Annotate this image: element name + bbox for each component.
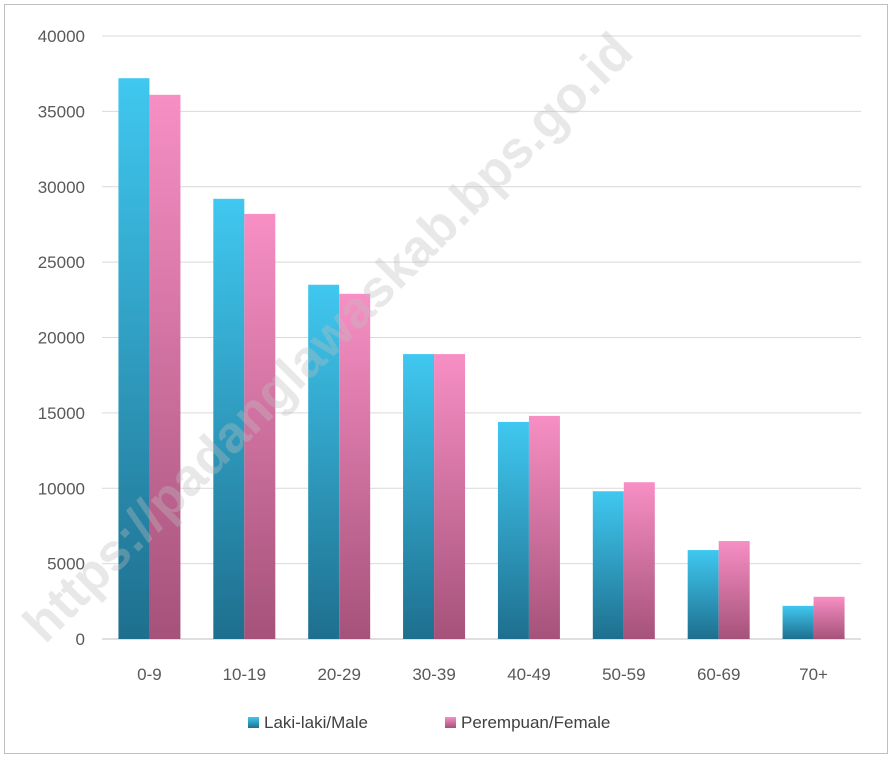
y-tick-label: 40000 bbox=[38, 27, 85, 46]
legend-swatch bbox=[445, 717, 456, 728]
y-axis-ticks: 0 5000 10000 15000 20000 25000 30000 35000 40000 bbox=[38, 27, 85, 649]
bar-female bbox=[149, 94, 181, 640]
legend-label: Perempuan/Female bbox=[461, 713, 610, 732]
bar-male bbox=[687, 550, 719, 639]
x-axis-ticks: 0-9 10-19 20-29 30-39 40-49 50-59 60-69 70+ bbox=[137, 665, 828, 684]
bar-male bbox=[403, 354, 435, 639]
y-tick-label: 0 bbox=[76, 630, 85, 649]
bars bbox=[118, 78, 845, 640]
chart-frame: 0 5000 10000 15000 20000 25000 30000 35000 40000… bbox=[4, 4, 888, 754]
y-tick-label: 25000 bbox=[38, 253, 85, 272]
x-tick-label: 30-39 bbox=[412, 665, 455, 684]
bar-female bbox=[718, 541, 750, 639]
y-tick-label: 15000 bbox=[38, 404, 85, 423]
bar-female bbox=[339, 293, 371, 639]
y-tick-label: 35000 bbox=[38, 102, 85, 121]
bar-male bbox=[118, 78, 150, 639]
y-tick-label: 10000 bbox=[38, 479, 85, 498]
bar-male bbox=[308, 284, 340, 639]
x-tick-label: 0-9 bbox=[137, 665, 162, 684]
bar-male bbox=[213, 198, 245, 639]
bar-female bbox=[528, 415, 560, 639]
bar-female bbox=[244, 213, 276, 639]
y-tick-label: 30000 bbox=[38, 178, 85, 197]
x-tick-label: 20-29 bbox=[317, 665, 360, 684]
legend-swatch bbox=[248, 717, 259, 728]
y-tick-label: 20000 bbox=[38, 329, 85, 348]
x-tick-label: 50-59 bbox=[602, 665, 645, 684]
bar-chart: 0 5000 10000 15000 20000 25000 30000 35000 40000… bbox=[12, 22, 861, 732]
legend: Laki-laki/Male Perempuan/Female bbox=[248, 713, 610, 732]
bar-female bbox=[623, 482, 655, 639]
bar-female bbox=[434, 354, 466, 639]
bar-male bbox=[497, 421, 529, 639]
x-tick-label: 40-49 bbox=[507, 665, 550, 684]
x-tick-label: 10-19 bbox=[223, 665, 266, 684]
bar-female bbox=[813, 596, 845, 639]
bar-male bbox=[782, 605, 814, 639]
x-tick-label: 60-69 bbox=[697, 665, 740, 684]
y-tick-label: 5000 bbox=[47, 555, 85, 574]
legend-label: Laki-laki/Male bbox=[264, 713, 368, 732]
x-tick-label: 70+ bbox=[799, 665, 828, 684]
bar-male bbox=[592, 491, 624, 639]
